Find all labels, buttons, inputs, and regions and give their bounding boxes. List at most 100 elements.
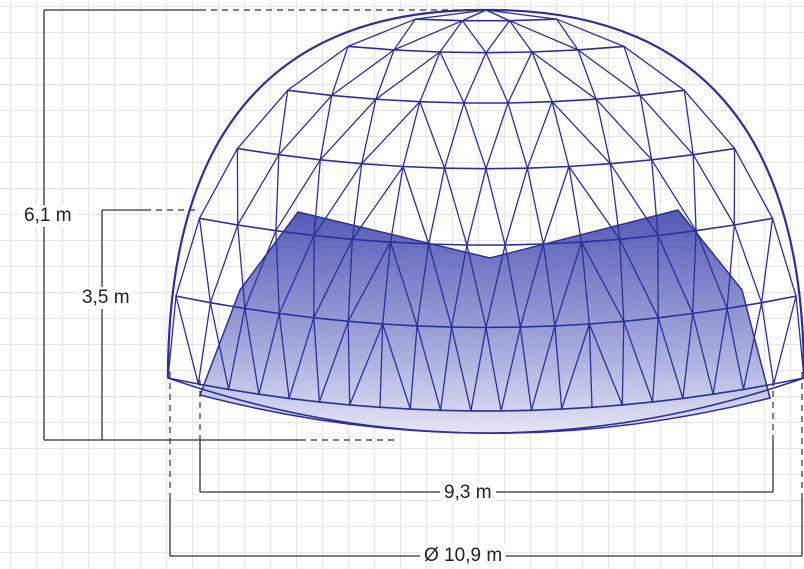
lattice-strut xyxy=(278,94,333,156)
lattice-strut xyxy=(542,165,570,245)
lattice-strut xyxy=(485,20,511,54)
lattice-strut xyxy=(531,49,579,53)
lattice-strut xyxy=(244,307,260,395)
lattice-strut xyxy=(508,20,579,51)
lattice-strut xyxy=(198,217,239,226)
wall-height-dimension xyxy=(101,209,398,441)
lattice-strut xyxy=(287,45,349,91)
dome-base-curve xyxy=(167,377,804,434)
lattice-strut xyxy=(439,51,487,54)
lattice-strut xyxy=(347,320,384,325)
lattice-strut xyxy=(382,241,392,325)
lattice-strut xyxy=(531,51,597,100)
lattice-strut xyxy=(402,101,421,168)
lattice-strut xyxy=(551,101,570,168)
lattice-strut xyxy=(375,49,395,100)
lattice-strut xyxy=(414,9,487,20)
lattice-strut xyxy=(657,317,684,400)
lattice-strut xyxy=(508,18,558,22)
lattice-strut xyxy=(742,383,775,391)
lattice-strut xyxy=(726,307,745,391)
lattice-strut xyxy=(519,325,556,328)
lattice-strut xyxy=(409,325,418,410)
lattice-strut xyxy=(742,302,763,391)
lattice-strut xyxy=(463,102,487,170)
lattice-strut xyxy=(618,234,659,241)
lattice-strut xyxy=(519,243,544,328)
lattice-strut xyxy=(313,234,354,241)
lattice-strut xyxy=(692,154,735,226)
lattice-strut xyxy=(568,165,621,240)
lattice-strut xyxy=(197,383,230,391)
lattice-strut xyxy=(695,224,736,232)
lattice-strut xyxy=(531,51,553,103)
lattice-strut xyxy=(416,325,453,328)
lattice-strut xyxy=(389,241,430,245)
lattice-strut xyxy=(277,153,322,161)
lattice-strut xyxy=(691,307,728,315)
lattice-strut xyxy=(361,98,377,165)
lattice-strut xyxy=(375,51,441,100)
lattice-strut xyxy=(278,312,290,400)
lattice-strut xyxy=(428,243,453,328)
lattice-strut xyxy=(530,325,556,411)
lattice-strut xyxy=(278,234,315,315)
lattice-strut xyxy=(551,101,611,165)
lattice-strut xyxy=(236,89,289,150)
lattice-strut xyxy=(621,401,654,406)
lattice-strut xyxy=(554,323,591,327)
lattice-strut xyxy=(485,244,506,329)
lattice-strut xyxy=(560,406,593,410)
lattice-strut xyxy=(439,409,472,412)
lattice-strut xyxy=(319,98,377,161)
lattice-strut xyxy=(428,167,446,245)
lattice-strut xyxy=(760,295,797,304)
lattice-strut xyxy=(580,238,621,243)
lattice-strut xyxy=(313,159,321,237)
lattice-strut xyxy=(318,401,351,406)
lattice-strut xyxy=(375,98,421,103)
lattice-strut xyxy=(692,312,714,395)
lattice-strut xyxy=(393,49,441,53)
lattice-strut xyxy=(288,317,315,400)
lattice-strut xyxy=(623,320,654,403)
lattice-strut xyxy=(591,404,624,409)
lattice-strut xyxy=(443,102,465,169)
lattice-strut xyxy=(485,167,529,170)
lattice-strut xyxy=(175,295,212,304)
lattice-strut xyxy=(313,317,321,403)
lattice-strut xyxy=(463,52,487,104)
lattice-strut xyxy=(485,51,533,54)
lattice-strut xyxy=(347,320,351,406)
lattice-strut xyxy=(236,224,277,232)
dome-outline xyxy=(166,8,804,379)
lattice-strut xyxy=(485,326,502,412)
lattice-strut xyxy=(577,49,641,97)
lattice-strut xyxy=(258,312,280,395)
lattice-strut xyxy=(508,20,533,53)
lattice-strut xyxy=(771,217,797,297)
lattice-strut xyxy=(416,325,442,411)
lattice-strut xyxy=(504,243,545,246)
lattice-strut xyxy=(551,98,597,103)
lattice-strut xyxy=(588,323,623,406)
lattice-strut xyxy=(450,326,472,412)
lattice-strut xyxy=(209,301,246,310)
lattice-strut xyxy=(609,163,621,240)
lattice-strut xyxy=(416,243,430,327)
lattice-strut xyxy=(485,9,511,22)
lattice-strut xyxy=(443,167,487,170)
lattice-strut xyxy=(461,20,487,54)
lattice-strut xyxy=(393,18,416,51)
wall-height-label: 3,5 m xyxy=(78,287,134,309)
lattice-strut xyxy=(609,159,653,165)
lattice-strut xyxy=(244,230,277,310)
lattice-strut xyxy=(657,229,697,237)
lattice-strut xyxy=(507,51,533,104)
lattice-strut xyxy=(542,241,583,245)
lattice-strut xyxy=(236,147,280,156)
lattice-strut xyxy=(619,238,659,319)
lattice-strut xyxy=(461,9,487,22)
lattice-strut xyxy=(651,159,697,232)
lattice-strut xyxy=(500,326,522,412)
